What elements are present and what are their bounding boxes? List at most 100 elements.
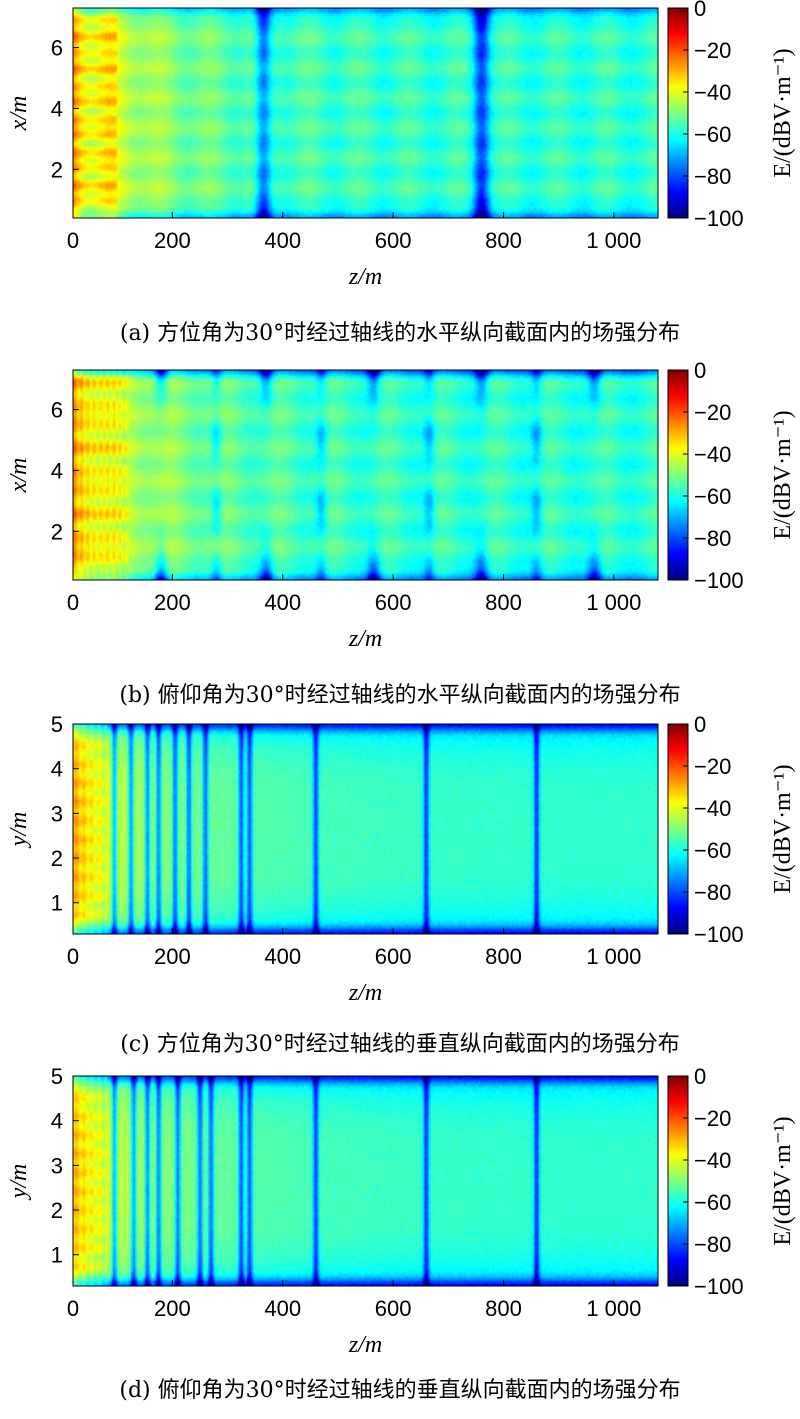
- colorbar-tick-label: −20: [694, 400, 731, 425]
- caption-b: (b) 俯仰角为30°时经过轴线的水平纵向截面内的场强分布: [119, 683, 681, 708]
- colorbar-label: E/(dBV·m⁻¹): [770, 48, 796, 177]
- chart-svg: 0 200 400 600 800 1 000 2 4 6 z/m x/m 0 −20 −40 −60 −80…: [6, 0, 796, 290]
- colorbar-tick-label: −80: [694, 526, 731, 551]
- x-tick-label: 200: [154, 1296, 191, 1321]
- y-tick-label: 1: [51, 1243, 63, 1268]
- colorbar: [667, 369, 689, 581]
- colorbar-tick-label: −100: [694, 1274, 744, 1299]
- x-tick-label: 400: [264, 228, 301, 253]
- colorbar-tick-label: −40: [694, 796, 731, 821]
- colorbar: [667, 7, 689, 219]
- y-tick-label: 3: [51, 801, 63, 826]
- plot-frame: [72, 723, 659, 935]
- panel-a: 0 200 400 600 800 1 000 2 4 6 z/m x/m 0 −20 −40 −60 −80…: [0, 0, 800, 351]
- x-tick-label: 800: [485, 590, 522, 615]
- colorbar-tick-label: −60: [694, 122, 731, 147]
- y-tick-label: 1: [51, 891, 63, 916]
- y-tick-label: 4: [51, 458, 63, 483]
- x-tick-label: 800: [485, 1296, 522, 1321]
- chart-svg: 0 200 400 600 800 1 000 1 2 3 4 5 z/m y/m 0 −20 −40 −60 −…: [6, 1068, 796, 1358]
- heatmap-image: [73, 370, 658, 580]
- x-tick-label: 800: [485, 228, 522, 253]
- x-tick-label: 600: [375, 1296, 412, 1321]
- colorbar-tick-label: −40: [694, 442, 731, 467]
- colorbar-tick-label: −80: [694, 1232, 731, 1257]
- panel-c: 0 200 400 600 800 1 000 1 2 3 4 5 z/m y/m 0 −20 −40 −60 −…: [0, 716, 800, 1067]
- x-tick-label: 600: [375, 590, 412, 615]
- colorbar-label: E/(dBV·m⁻¹): [770, 764, 796, 893]
- caption-d: (d) 俯仰角为30°时经过轴线的垂直纵向截面内的场强分布: [119, 1378, 681, 1403]
- colorbar-tick-label: −100: [694, 922, 744, 947]
- y-tick-label: 4: [51, 1109, 63, 1134]
- x-tick-label: 400: [264, 944, 301, 969]
- y-axis-label: y/m: [6, 1164, 32, 1201]
- x-axis-label: z/m: [348, 1332, 382, 1358]
- colorbar-tick-label: 0: [694, 716, 706, 737]
- x-tick-label: 1 000: [586, 228, 641, 253]
- plot-frame: [72, 7, 659, 219]
- caption-a: (a) 方位角为30°时经过轴线的水平纵向截面内的场强分布: [119, 321, 681, 346]
- y-tick-label: 5: [51, 1068, 63, 1089]
- x-tick-label: 800: [485, 944, 522, 969]
- x-axis-label: z/m: [348, 980, 382, 1006]
- x-tick-label: 200: [154, 228, 191, 253]
- heatmap-image: [73, 1076, 658, 1286]
- colorbar: [667, 723, 689, 935]
- colorbar-tick-label: −20: [694, 754, 731, 779]
- y-tick-label: 2: [51, 846, 63, 871]
- y-axis-label: y/m: [6, 812, 32, 849]
- y-tick-label: 4: [51, 757, 63, 782]
- x-tick-label: 0: [67, 1296, 79, 1321]
- y-tick-label: 2: [51, 1198, 63, 1223]
- chart-svg: 0 200 400 600 800 1 000 2 4 6 z/m x/m 0 −20 −40 −60 −80…: [6, 362, 796, 652]
- colorbar-label: E/(dBV·m⁻¹): [770, 1116, 796, 1245]
- colorbar-tick-label: 0: [694, 1068, 706, 1089]
- panel-d: 0 200 400 600 800 1 000 1 2 3 4 5 z/m y/m 0 −20 −40 −60 −…: [0, 1068, 800, 1419]
- colorbar-tick-label: −60: [694, 484, 731, 509]
- colorbar-tick-label: −100: [694, 568, 744, 593]
- y-axis-label: x/m: [6, 96, 32, 132]
- y-tick-label: 2: [51, 157, 63, 182]
- x-tick-label: 0: [67, 228, 79, 253]
- x-tick-label: 600: [375, 944, 412, 969]
- x-tick-label: 0: [67, 944, 79, 969]
- colorbar-tick-label: −40: [694, 80, 731, 105]
- y-axis-label: x/m: [6, 458, 32, 494]
- colorbar-tick-label: −60: [694, 838, 731, 863]
- heatmap-image: [73, 724, 658, 934]
- colorbar-tick-label: −20: [694, 1106, 731, 1131]
- colorbar-tick-label: −100: [694, 206, 744, 231]
- x-tick-label: 0: [67, 590, 79, 615]
- colorbar-tick-label: −80: [694, 880, 731, 905]
- colorbar-tick-label: 0: [694, 362, 706, 383]
- colorbar: [667, 1075, 689, 1287]
- x-tick-label: 1 000: [586, 944, 641, 969]
- x-tick-label: 200: [154, 944, 191, 969]
- colorbar-tick-label: 0: [694, 0, 706, 21]
- x-tick-label: 400: [264, 1296, 301, 1321]
- y-tick-label: 4: [51, 96, 63, 121]
- x-axis-label: z/m: [348, 264, 382, 290]
- x-tick-label: 1 000: [586, 1296, 641, 1321]
- y-tick-label: 6: [51, 398, 63, 423]
- panel-b: 0 200 400 600 800 1 000 2 4 6 z/m x/m 0 −20 −40 −60 −80…: [0, 362, 800, 713]
- plot-frame: [72, 369, 659, 581]
- colorbar-tick-label: −60: [694, 1190, 731, 1215]
- y-tick-label: 5: [51, 716, 63, 737]
- plot-frame: [72, 1075, 659, 1287]
- colorbar-label: E/(dBV·m⁻¹): [770, 410, 796, 539]
- colorbar-tick-label: −20: [694, 38, 731, 63]
- heatmap-image: [73, 8, 658, 218]
- x-tick-label: 400: [264, 590, 301, 615]
- x-axis-label: z/m: [348, 626, 382, 652]
- y-tick-label: 3: [51, 1153, 63, 1178]
- colorbar-tick-label: −40: [694, 1148, 731, 1173]
- x-tick-label: 600: [375, 228, 412, 253]
- caption-c: (c) 方位角为30°时经过轴线的垂直纵向截面内的场强分布: [120, 1032, 680, 1057]
- x-tick-label: 200: [154, 590, 191, 615]
- x-tick-label: 1 000: [586, 590, 641, 615]
- colorbar-tick-label: −80: [694, 164, 731, 189]
- y-tick-label: 2: [51, 519, 63, 544]
- chart-svg: 0 200 400 600 800 1 000 1 2 3 4 5 z/m y/m 0 −20 −40 −60 −…: [6, 716, 796, 1006]
- y-tick-label: 6: [51, 36, 63, 61]
